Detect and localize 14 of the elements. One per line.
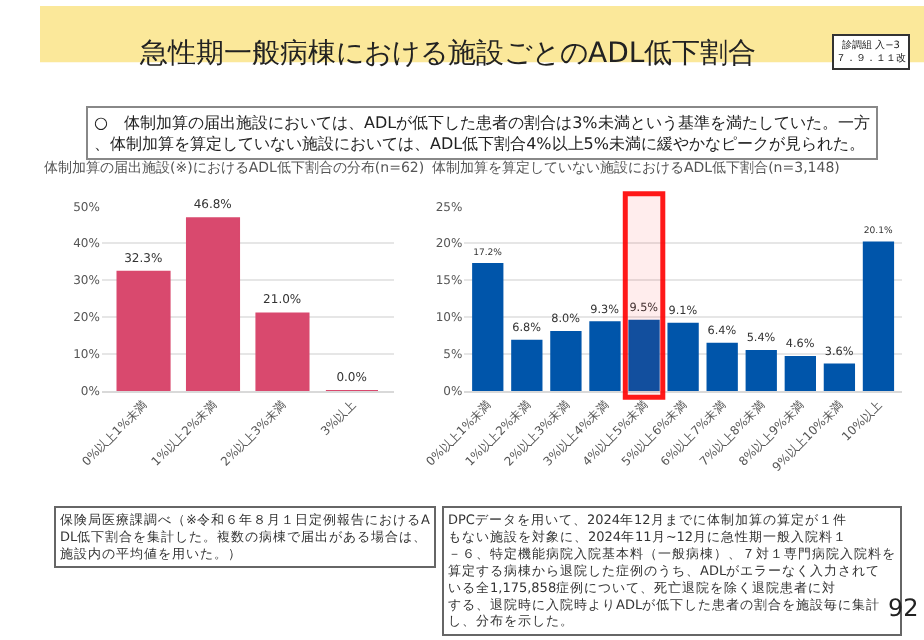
- bar: [862, 241, 895, 391]
- bar: [628, 319, 660, 391]
- bar: [745, 350, 777, 391]
- bar: [116, 270, 171, 391]
- bar: [823, 363, 856, 391]
- bar: [550, 330, 582, 391]
- bar: [784, 356, 816, 391]
- bar: [706, 342, 738, 391]
- bar: [472, 262, 504, 391]
- bar: [511, 339, 543, 391]
- text: 急性期一般病棟における施設ごとのADL低下割合: [138, 38, 757, 70]
- text: ○ 体制加算の届出施設においては、ADLが低下した患者の割合は3%未満という基準を満たしていた。一方、体制加算を算定していない施設においては、ADL低下割合4%以上5%未満に緩やかなピークが見られた。: [94, 114, 870, 153]
- bar: [255, 312, 310, 391]
- bar: [185, 217, 241, 391]
